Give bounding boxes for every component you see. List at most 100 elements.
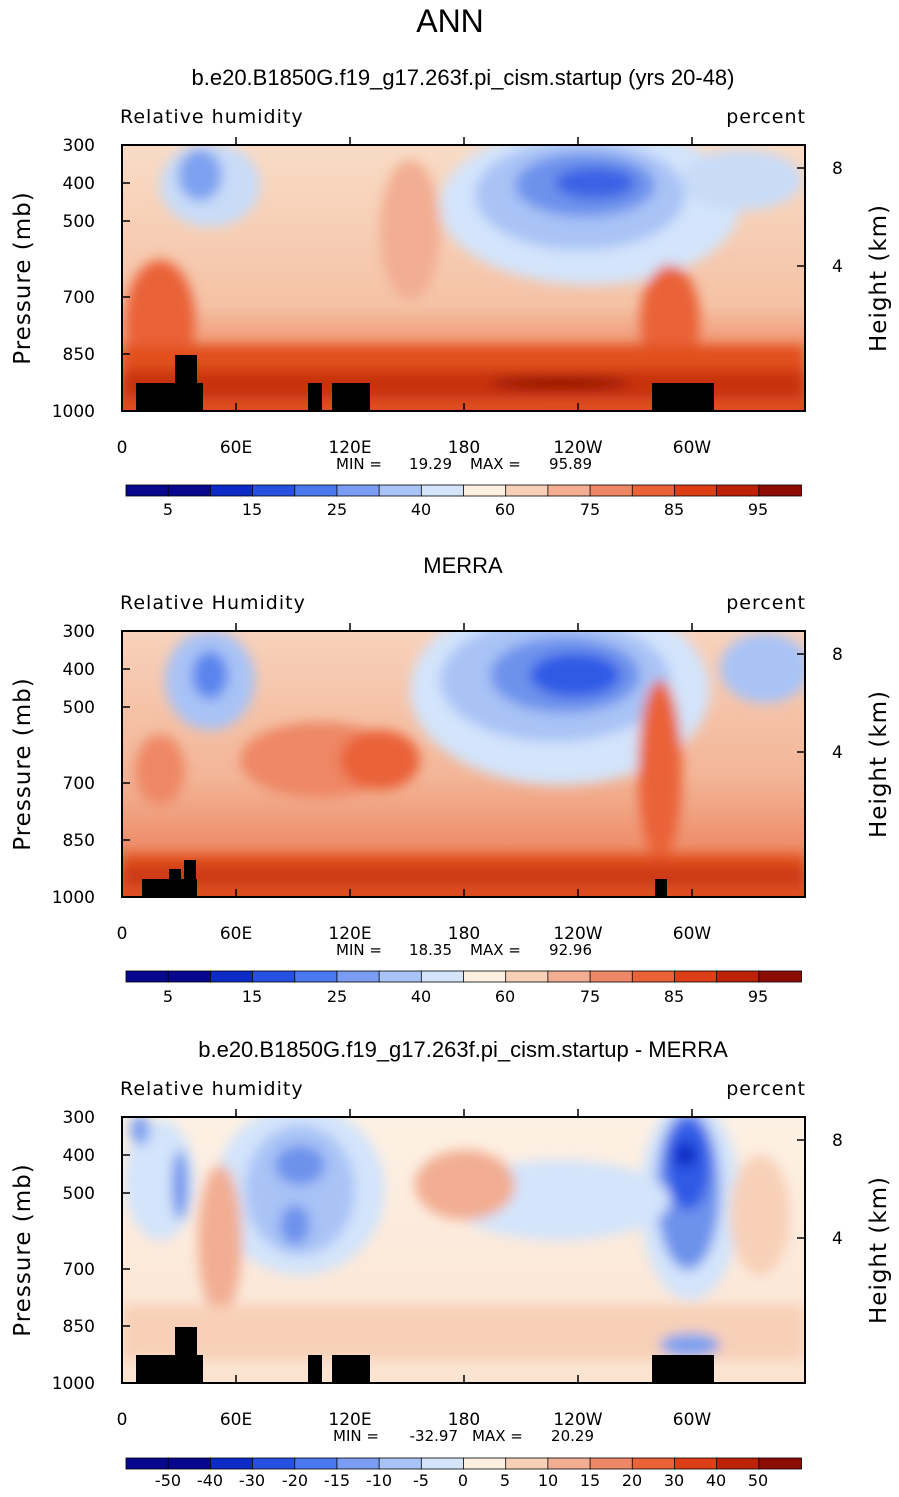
colorbar-swatch <box>378 484 423 497</box>
x-axis-ticks <box>235 623 693 897</box>
terrain-block <box>332 383 370 411</box>
y-tick-label: 500 <box>63 698 95 718</box>
terrain-block <box>655 879 667 897</box>
y-axis-ticks <box>122 144 805 355</box>
x-tick-label: 60E <box>220 1410 252 1430</box>
dry-region <box>178 149 222 201</box>
min-value: 18.35 <box>409 941 452 959</box>
positive-region <box>198 1165 242 1315</box>
x-tick-labels: 0 60E 120E 180 120W 60W <box>117 924 712 944</box>
terrain-mask <box>136 1327 714 1383</box>
colorbar <box>125 484 802 497</box>
colorbar-swatch <box>294 1457 338 1470</box>
x-tick-label: 60E <box>220 924 252 944</box>
colorbar-label: -30 <box>239 1471 265 1490</box>
max-label: MAX = <box>470 941 521 959</box>
colorbar-label: 60 <box>495 500 515 519</box>
max-value: 95.89 <box>549 455 592 473</box>
colorbar-swatch <box>631 1457 676 1470</box>
moist-region <box>340 730 420 790</box>
negative-region <box>730 1155 790 1275</box>
x-tick-label: 120W <box>553 924 602 944</box>
x-tick-label: 120W <box>553 1410 602 1430</box>
colorbar-swatch <box>294 970 338 983</box>
y-tick-label: 500 <box>63 1184 95 1204</box>
colorbar-label: 40 <box>411 987 431 1006</box>
min-label: MIN = <box>336 455 382 473</box>
colorbar-label: 15 <box>580 1471 600 1490</box>
positive-region <box>415 1150 515 1220</box>
colorbar-label: -5 <box>413 1471 429 1490</box>
colorbar-swatch <box>547 970 591 983</box>
moist-region <box>638 680 682 860</box>
y-tick-label: 300 <box>63 622 95 642</box>
colorbar-label: 95 <box>748 987 768 1006</box>
colorbar-swatch <box>209 970 254 983</box>
colorbar-swatch <box>505 484 549 497</box>
x-tick-label: 60W <box>673 1410 712 1430</box>
terrain-mask <box>142 860 667 897</box>
moist-region <box>122 865 805 887</box>
panel-difference: b.e20.B1850G.f19_g17.263f.pi_cism.startu… <box>10 1037 892 1490</box>
y2-axis-title: Height (km) <box>866 690 892 838</box>
panel-title: b.e20.B1850G.f19_g17.263f.pi_cism.startu… <box>192 65 735 90</box>
y2-axis-title: Height (km) <box>866 204 892 352</box>
colorbar-label: 25 <box>327 500 347 519</box>
terrain-block <box>175 1327 197 1383</box>
colorbar-swatch <box>758 970 802 983</box>
colorbar-label: -20 <box>282 1471 308 1490</box>
y-tick-label: 500 <box>63 212 95 232</box>
panel-title: MERRA <box>423 553 503 578</box>
terrain-block <box>308 383 322 411</box>
negative-region <box>275 1145 325 1185</box>
colorbar-swatch <box>505 1457 549 1470</box>
colorbar-labels: 5 15 25 40 60 75 85 95 <box>163 987 768 1006</box>
page-title: ANN <box>416 3 484 39</box>
colorbar-swatch <box>420 484 465 497</box>
min-label: MIN = <box>333 1427 379 1445</box>
y-axis-title: Pressure (mb) <box>10 191 36 364</box>
contour-field <box>122 1117 805 1383</box>
max-label: MAX = <box>472 1427 523 1445</box>
y-tick-label: 400 <box>63 174 95 194</box>
x-tick-label: 120E <box>328 1410 371 1430</box>
y2-tick-label: 4 <box>832 257 843 277</box>
x-tick-label: 60W <box>673 438 712 458</box>
colorbar-swatch <box>547 1457 591 1470</box>
y2-tick-label: 8 <box>832 159 843 179</box>
y2-tick-label: 8 <box>832 1131 843 1151</box>
y-tick-label: 1000 <box>52 888 95 908</box>
variable-label: Relative humidity <box>120 106 304 128</box>
colorbar-label: -40 <box>197 1471 223 1490</box>
colorbar-labels: 5 15 25 40 60 75 85 95 <box>163 500 768 519</box>
y-tick-label: 700 <box>63 288 95 308</box>
x-tick-label: 120E <box>328 924 371 944</box>
colorbar-swatch <box>674 484 718 497</box>
colorbar-swatch <box>125 484 170 497</box>
colorbar-swatch <box>336 484 381 497</box>
max-label: MAX = <box>470 455 521 473</box>
x-tick-label: 0 <box>117 1410 128 1430</box>
colorbar-swatch <box>674 1457 718 1470</box>
x-tick-label: 0 <box>117 924 128 944</box>
colorbar-swatch <box>294 484 338 497</box>
min-max-stats: MIN = -32.97 MAX = 20.29 <box>333 1427 594 1445</box>
dry-region <box>530 653 620 697</box>
y-tick-label: 850 <box>63 1317 95 1337</box>
moist-region <box>380 160 440 300</box>
colorbar-label: 75 <box>580 500 600 519</box>
colorbar-swatch <box>125 970 170 983</box>
moist-region <box>490 377 630 389</box>
colorbar-labels: -50 -40 -30 -20 -15 -10 -5 0 5 10 15 20 … <box>155 1471 768 1490</box>
negative-region <box>280 1205 310 1245</box>
negative-region <box>172 1150 188 1220</box>
y2-tick-labels: 8 4 <box>832 645 843 763</box>
y-tick-labels: 300 400 500 700 850 1000 <box>52 136 95 422</box>
colorbar-label: 5 <box>163 500 173 519</box>
units-label: percent <box>726 1078 806 1100</box>
colorbar-swatch <box>631 970 676 983</box>
colorbar-label: 10 <box>538 1471 558 1490</box>
dry-region <box>555 167 635 199</box>
y-tick-label: 700 <box>63 1260 95 1280</box>
